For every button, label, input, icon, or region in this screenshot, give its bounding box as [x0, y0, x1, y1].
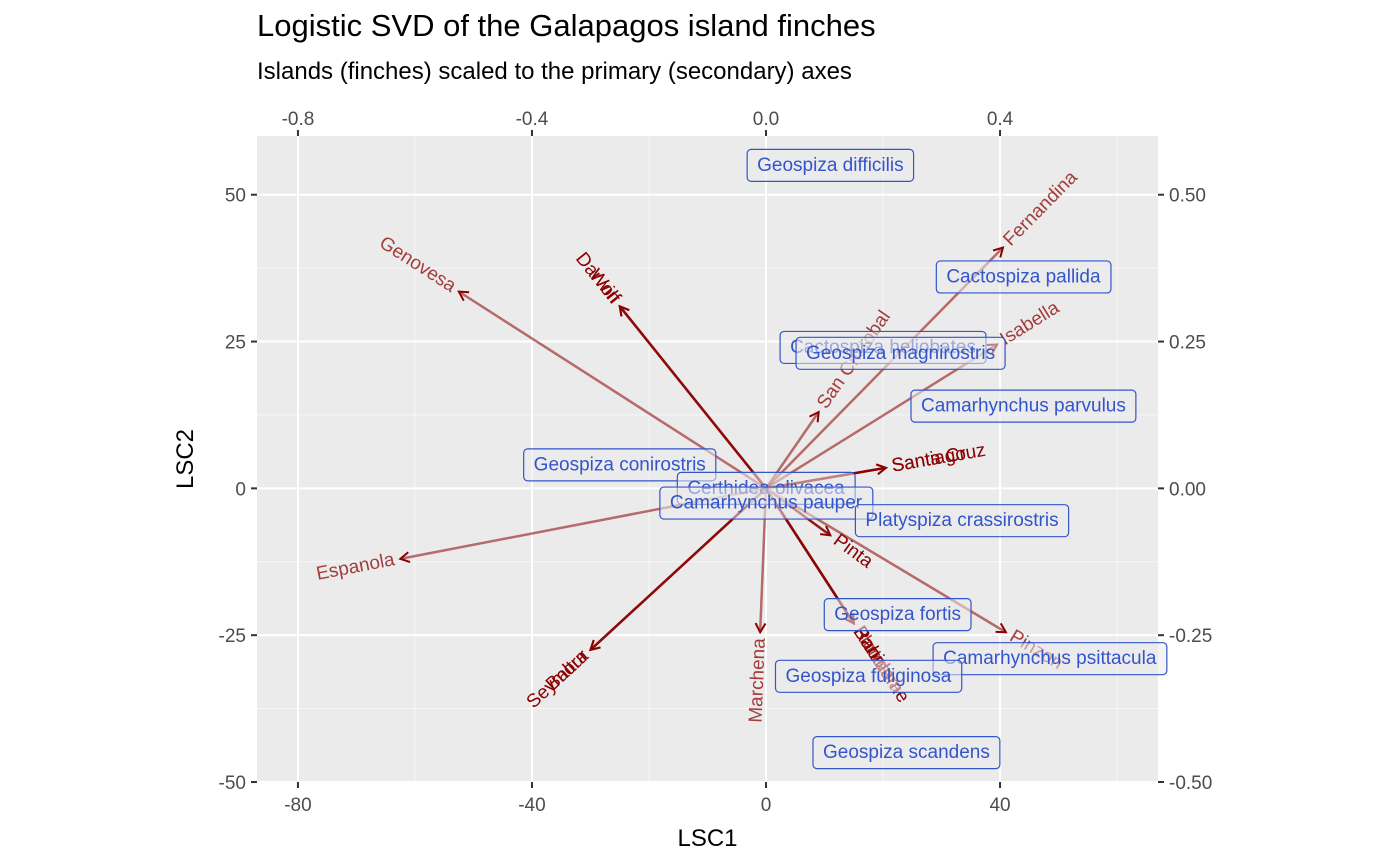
finch-geospiza-fuliginosa: Geospiza fuliginosa: [774, 659, 963, 693]
x-tick-label-top: -0.4: [516, 109, 549, 130]
arrow-wolf: [620, 306, 767, 490]
x-tick-label-bottom: -40: [518, 795, 545, 816]
finch-label-text: Platyspiza crassirostris: [865, 510, 1058, 531]
y-tick-label-left: 50: [225, 186, 246, 207]
finch-label-text: Geospiza difficilis: [757, 155, 903, 176]
chart-subtitle: Islands (finches) scaled to the primary …: [257, 58, 852, 85]
y-tick-label-right: 0.25: [1169, 333, 1206, 354]
finch-geospiza-magnirostris: Geospiza magnirostris: [795, 336, 1006, 370]
finch-geospiza-difficilis: Geospiza difficilis: [746, 148, 915, 182]
y-tick-label-left: -25: [219, 626, 246, 647]
finch-label-box: [795, 336, 1006, 370]
finch-label-box: [812, 736, 1001, 770]
finch-geospiza-fortis: Geospiza fortis: [823, 598, 972, 632]
finch-label-box: [746, 148, 915, 182]
y-tick-label-left: 0: [235, 479, 246, 500]
finch-camarhynchus-parvulus: Camarhynchus parvulus: [910, 389, 1137, 423]
x-tick-label-top: 0.4: [987, 109, 1014, 130]
finch-camarhynchus-pauper: Camarhynchus pauper: [659, 486, 874, 520]
finch-label-box: [774, 659, 963, 693]
finch-label-box: [910, 389, 1137, 423]
y-tick-label-right: -0.50: [1169, 773, 1212, 794]
finch-label-text: Camarhynchus pauper: [670, 493, 863, 514]
y-tick-label-right: 0.50: [1169, 186, 1206, 207]
x-tick-label-bottom: -80: [284, 795, 311, 816]
grid-major: [257, 136, 1158, 783]
finch-label-text: Geospiza fortis: [834, 604, 961, 625]
finch-label-text: Geospiza magnirostris: [806, 343, 995, 364]
finch-label-text: Geospiza fuliginosa: [785, 666, 951, 687]
x-tick-label-bottom: 40: [989, 795, 1010, 816]
x-tick-label-top: -0.8: [282, 109, 315, 130]
finch-geospiza-conirostris: Geospiza conirostris: [523, 448, 717, 482]
finch-label-box: [523, 448, 717, 482]
finch-label-text: Geospiza conirostris: [534, 454, 706, 475]
finch-geospiza-scandens: Geospiza scandens: [812, 736, 1001, 770]
finch-label-box: [659, 486, 874, 520]
finch-label-box: [932, 642, 1168, 676]
chart-title: Logistic SVD of the Galapagos island fin…: [257, 8, 876, 43]
finch-camarhynchus-psittacula: Camarhynchus psittacula: [932, 642, 1168, 676]
finch-cactospiza-pallida: Cactospiza pallida: [935, 260, 1112, 294]
finch-label-box: [935, 260, 1112, 294]
x-tick-label-top: 0.0: [753, 109, 779, 130]
finch-label-text: Geospiza scandens: [823, 742, 990, 763]
y-tick-label-left: 25: [225, 333, 246, 354]
finch-label-box: [854, 504, 1070, 538]
x-axis-title: LSC1: [677, 825, 737, 852]
axes: -80 -40 0 40 -50 -25 0 25 50 -0.8 -0.4 0.0 0.4 -0.50 -…: [172, 109, 1212, 852]
finch-label-text: Camarhynchus parvulus: [921, 396, 1126, 417]
finch-platyspiza-crassirostris: Platyspiza crassirostris: [854, 504, 1070, 538]
finch-label-text: Cactospiza pallida: [946, 266, 1101, 287]
finch-label-box: [823, 598, 972, 632]
finch-label-text: Camarhynchus psittacula: [943, 648, 1157, 669]
y-tick-label-left: -50: [219, 773, 246, 794]
island-label-marchena: Marchena: [746, 637, 770, 723]
y-axis-title: LSC2: [172, 429, 199, 489]
y-tick-label-right: -0.25: [1169, 626, 1212, 647]
x-tick-label-bottom: 0: [761, 795, 772, 816]
y-tick-label-right: 0.00: [1169, 479, 1206, 500]
